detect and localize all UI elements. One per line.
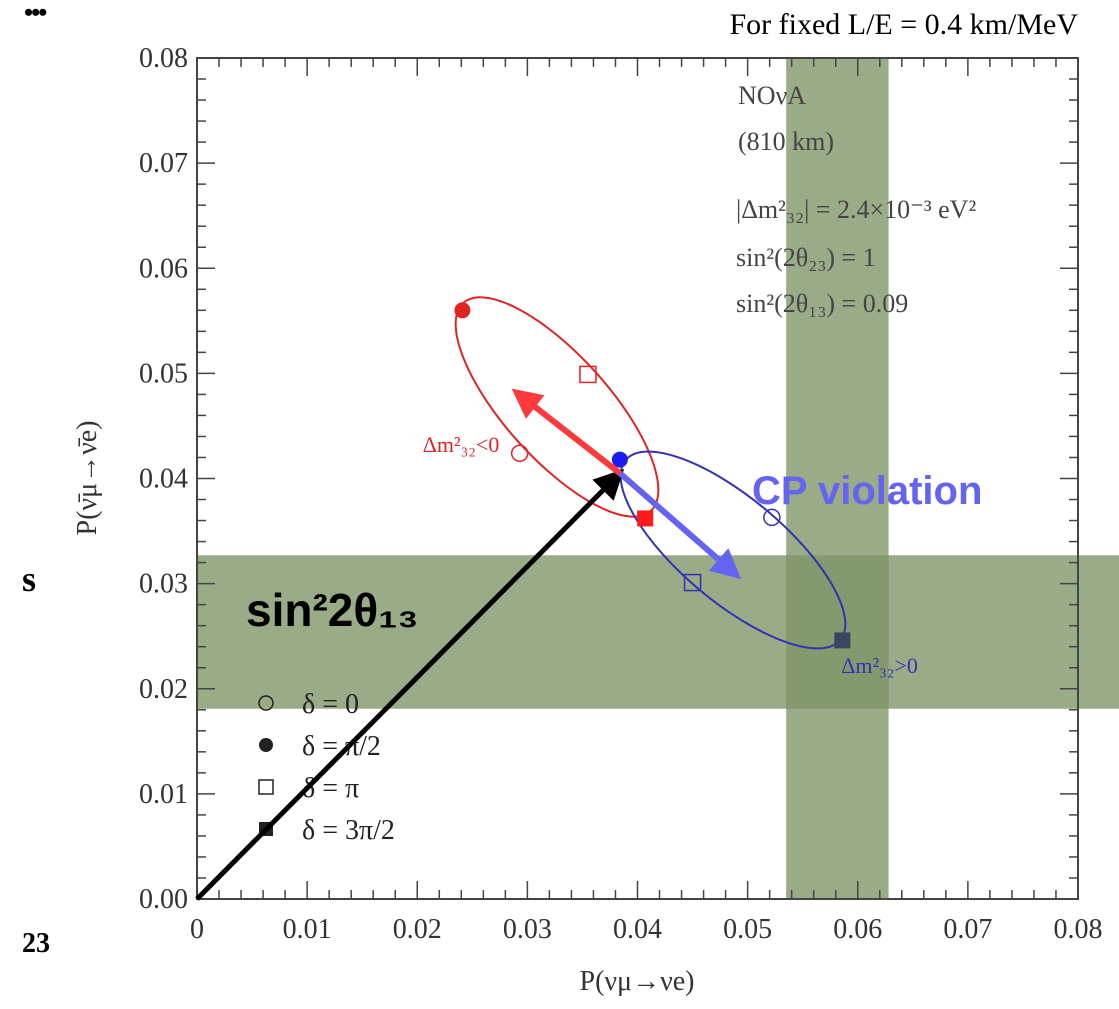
data-point	[834, 632, 851, 649]
x-tick-label: 0.08	[1054, 914, 1103, 945]
y-tick-label: 0.03	[139, 569, 188, 600]
data-point	[763, 508, 781, 527]
data-point	[454, 302, 471, 319]
ticks-layer: 0 0.01 0.02 0.03 0.04 0.05 0.06 0.07 0.08 0.00 0.0…	[139, 43, 1103, 945]
y-tick-label: 0.05	[139, 358, 188, 389]
x-tick-label: 0.02	[393, 914, 442, 945]
header-note: For fixed L/E = 0.4 km/MeV	[729, 8, 1078, 41]
edge-letter-s: s	[22, 559, 37, 599]
experiment-label: NOνA	[738, 81, 806, 110]
y-tick-label: 0.02	[139, 674, 188, 705]
x-tick-label: 0	[190, 914, 204, 945]
param-dm32: |Δm²₃₂| = 2.4×10⁻³ eV²	[736, 195, 976, 224]
cp-violation-label: CP violation	[752, 469, 982, 513]
baseline-label: (810 km)	[738, 127, 834, 156]
y-tick-label: 0.01	[139, 779, 188, 810]
theta13-arrow	[195, 468, 625, 901]
theta13-label: sin²2θ₁₃	[246, 584, 419, 636]
y-axis-label: P(ν̄μ→ν̄e)	[72, 421, 103, 536]
x-tick-label: 0.01	[283, 914, 332, 945]
edge-dots: •••	[24, 0, 47, 27]
x-tick-label: 0.04	[613, 914, 662, 945]
vertical-band	[786, 58, 889, 899]
x-tick-label: 0.03	[503, 914, 552, 945]
points-layer	[454, 302, 851, 649]
legend-marker	[258, 695, 274, 711]
info-box: NOνA (810 km) |Δm²₃₂| = 2.4×10⁻³ eV² sin…	[736, 81, 976, 318]
bands-layer	[197, 58, 1119, 899]
x-tick-label: 0.05	[723, 914, 772, 945]
series-label: Δm²₃₂>0	[841, 653, 918, 678]
y-tick-label: 0.08	[139, 43, 188, 74]
series-label-layer: Δm²₃₂>0 Δm²₃₂<0	[423, 432, 918, 678]
y-tick-label: 0.04	[139, 464, 188, 495]
legend-marker	[258, 779, 274, 795]
series-label: Δm²₃₂<0	[423, 432, 500, 457]
y-tick-label: 0.06	[139, 253, 188, 284]
data-point	[683, 573, 702, 592]
x-tick-label: 0.07	[943, 914, 992, 945]
cp-arrow-inverted	[511, 388, 622, 476]
horizontal-band	[197, 555, 1119, 709]
edge-number: 23	[22, 928, 50, 959]
legend-label: δ = 0	[302, 689, 359, 720]
param-theta13: sin²(2θ₁₃) = 0.09	[736, 289, 908, 318]
y-tick-label: 0.00	[139, 884, 188, 915]
legend-marker	[259, 738, 273, 752]
legend-label: δ = π/2	[302, 731, 381, 762]
legend-label: δ = π	[302, 773, 359, 804]
legend: δ = 0 δ = π/2 δ = π δ = 3π/2	[258, 689, 395, 846]
x-axis-label: P(νμ→νe)	[580, 966, 695, 997]
legend-label: δ = 3π/2	[302, 815, 395, 846]
cp-arrow-normal	[617, 470, 742, 580]
y-tick-label: 0.07	[139, 148, 188, 179]
data-point	[510, 444, 529, 463]
data-point	[637, 510, 654, 527]
param-theta23: sin²(2θ₂₃) = 1	[736, 243, 876, 272]
arrows-layer	[195, 388, 742, 901]
data-point	[611, 451, 628, 468]
data-point	[579, 365, 597, 384]
x-tick-label: 0.06	[833, 914, 882, 945]
